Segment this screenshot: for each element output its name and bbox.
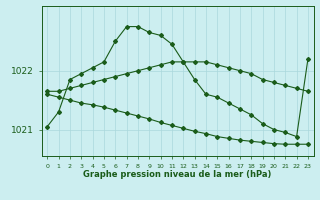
X-axis label: Graphe pression niveau de la mer (hPa): Graphe pression niveau de la mer (hPa) [84, 170, 272, 179]
